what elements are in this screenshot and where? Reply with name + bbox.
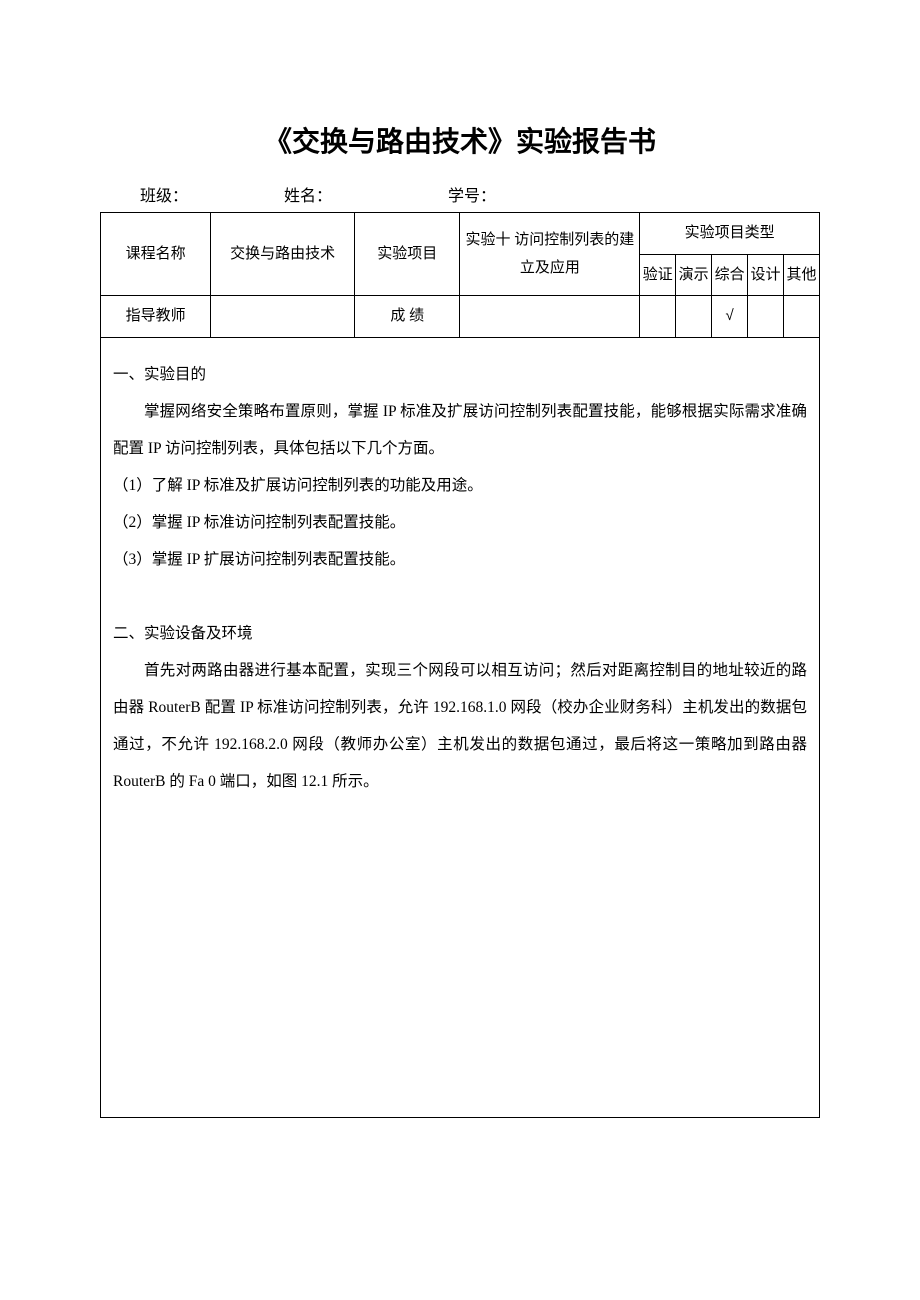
course-value-cell: 交换与路由技术	[211, 213, 355, 296]
teacher-value-cell	[211, 296, 355, 338]
info-line: 班级： 姓名： 学号：	[100, 182, 820, 206]
class-label: 班级：	[140, 182, 280, 206]
section1-item: （1）了解 IP 标准及扩展访问控制列表的功能及用途。	[113, 467, 807, 504]
experiment-label-cell: 实验项目	[355, 213, 460, 296]
type-cell: 其他	[783, 254, 819, 296]
type-cell: 验证	[640, 254, 676, 296]
table-row: 课程名称 交换与路由技术 实验项目 实验十 访问控制列表的建立及应用 实验项目类…	[101, 213, 820, 255]
meta-table: 课程名称 交换与路由技术 实验项目 实验十 访问控制列表的建立及应用 实验项目类…	[100, 212, 820, 338]
type-cell: 综合	[712, 254, 748, 296]
id-label: 学号：	[448, 182, 588, 206]
section2-paragraph: 首先对两路由器进行基本配置，实现三个网段可以相互访问；然后对距离控制目的地址较近…	[113, 652, 807, 801]
type-header-cell: 实验项目类型	[640, 213, 820, 255]
name-label: 姓名：	[284, 182, 444, 206]
course-label-cell: 课程名称	[101, 213, 211, 296]
check-cell	[676, 296, 712, 338]
document-title: 《交换与路由技术》实验报告书	[100, 120, 820, 160]
section1-item: （2）掌握 IP 标准访问控制列表配置技能。	[113, 504, 807, 541]
type-cell: 设计	[748, 254, 784, 296]
check-cell	[748, 296, 784, 338]
section1-paragraph: 掌握网络安全策略布置原则，掌握 IP 标准及扩展访问控制列表配置技能，能够根据实…	[113, 393, 807, 467]
teacher-label-cell: 指导教师	[101, 296, 211, 338]
type-cell: 演示	[676, 254, 712, 296]
section1-item: （3）掌握 IP 扩展访问控制列表配置技能。	[113, 541, 807, 578]
experiment-value-cell: 实验十 访问控制列表的建立及应用	[460, 213, 640, 296]
section1-title: 一、实验目的	[113, 356, 807, 393]
section2-title: 二、实验设备及环境	[113, 615, 807, 652]
table-row: 指导教师 成 绩 √	[101, 296, 820, 338]
score-value-cell	[460, 296, 640, 338]
check-cell	[640, 296, 676, 338]
content-box: 一、实验目的 掌握网络安全策略布置原则，掌握 IP 标准及扩展访问控制列表配置技…	[100, 338, 820, 1118]
check-cell: √	[712, 296, 748, 338]
score-label-cell: 成 绩	[355, 296, 460, 338]
check-cell	[783, 296, 819, 338]
